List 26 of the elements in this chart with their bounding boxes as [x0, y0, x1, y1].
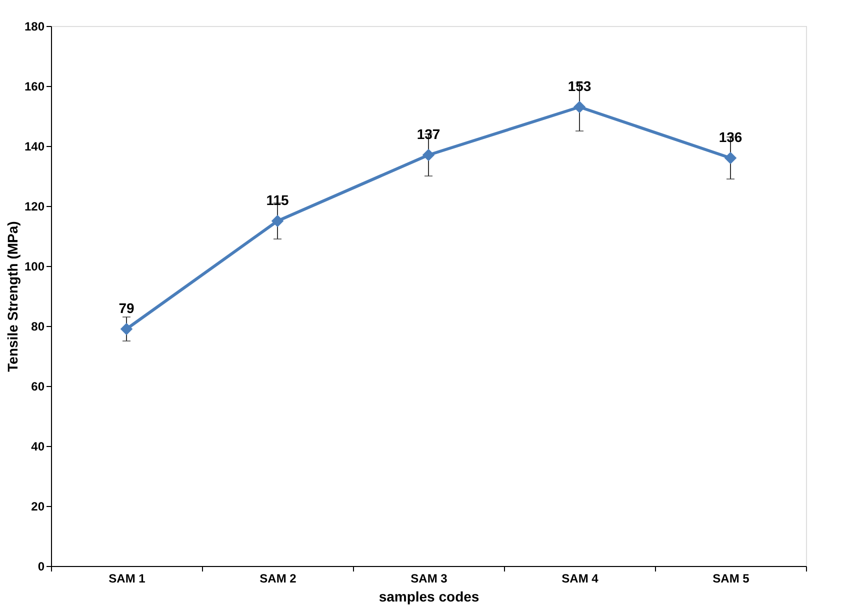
- y-axis-title: Tensile Strength (MPa): [4, 221, 20, 372]
- y-tick-label: 20: [31, 500, 45, 514]
- y-tick-label: 140: [24, 140, 45, 154]
- y-tick-label: 160: [24, 80, 45, 94]
- point: [573, 100, 586, 114]
- point: [120, 322, 133, 336]
- x-tick-label: SAM 1: [108, 572, 146, 586]
- x-axis-title: samples codes: [378, 588, 480, 604]
- data-label: 136: [718, 129, 742, 145]
- point: [724, 152, 737, 164]
- y-tick-label: 180: [24, 20, 45, 34]
- data-label: 79: [118, 300, 134, 316]
- y-tick-label: 60: [31, 380, 45, 394]
- point: [271, 214, 284, 228]
- y-tick-label: 100: [24, 260, 45, 274]
- y-tick-label: 80: [31, 320, 45, 334]
- data-label: 137: [416, 126, 440, 142]
- y-tick-label: 40: [31, 440, 45, 454]
- y-tick-label: 120: [24, 200, 45, 214]
- point: [422, 148, 435, 162]
- x-tick-label: SAM 5: [712, 572, 750, 586]
- data-label: 115: [266, 192, 290, 208]
- x-tick-label: SAM 4: [562, 572, 599, 586]
- x-tick-label: SAM 2: [260, 572, 297, 586]
- y-tick-label: 0: [38, 560, 45, 574]
- x-tick-label: SAM 3: [410, 572, 448, 586]
